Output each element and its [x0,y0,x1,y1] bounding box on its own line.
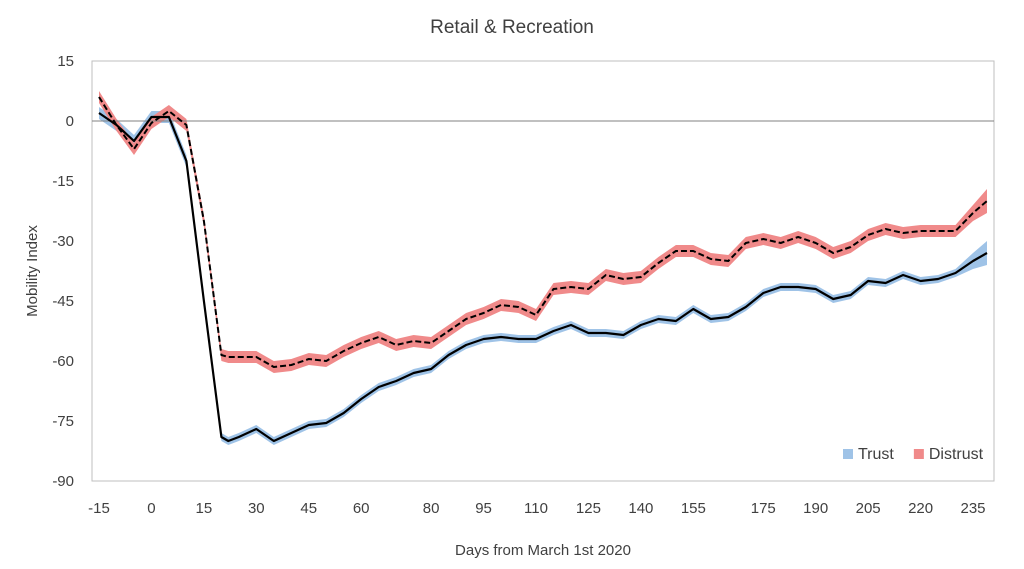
x-tick-label: 95 [475,500,492,517]
y-tick-label: -45 [52,293,74,310]
x-tick-label: 175 [751,500,776,517]
y-axis-title: Mobility Index [24,225,41,317]
x-tick-label: 205 [856,500,881,517]
x-tick-label: 125 [576,500,601,517]
legend-label-trust: Trust [858,446,894,463]
y-tick-label: -60 [52,353,74,370]
confidence-bands [99,91,987,445]
legend-swatch-distrust [913,449,924,459]
series-lines [98,96,988,443]
x-tick-label: -15 [88,500,110,517]
y-tick-label: 0 [66,113,74,130]
chart-title: Retail & Recreation [430,17,594,38]
band-distrust [99,91,987,373]
y-tick-label: -90 [52,473,74,490]
legend: Trust Distrust [843,446,984,463]
x-tick-label: 45 [300,500,317,517]
series-line-distrust [98,96,988,368]
y-tick-label: 15 [57,53,74,70]
x-tick-label: 110 [524,500,548,517]
x-tick-label: 235 [961,500,986,517]
x-tick-label: 15 [196,500,213,517]
y-axis-ticks: 15 0 -15 -30 -45 -60 -75 -90 [52,53,74,490]
y-tick-label: -30 [52,233,74,250]
x-tick-label: 190 [803,500,828,517]
x-axis-ticks: -15 0 15 30 45 60 80 95 110 125 140 155 175 190 205 220… [88,500,985,517]
x-tick-label: 155 [681,500,706,517]
legend-swatch-trust [843,449,853,459]
legend-label-distrust: Distrust [929,446,984,463]
x-tick-label: 60 [353,500,370,517]
plot-area-frame [91,60,995,482]
y-tick-label: -15 [52,173,74,190]
x-axis-title: Days from March 1st 2020 [455,542,631,559]
x-tick-label: 140 [628,500,653,517]
x-tick-label: 0 [147,500,155,517]
x-tick-label: 30 [248,500,265,517]
x-tick-label: 80 [423,500,440,517]
band-trust [99,107,987,445]
x-tick-label: 220 [908,500,933,517]
series-line-trust [98,112,988,443]
y-tick-label: -75 [52,413,74,430]
